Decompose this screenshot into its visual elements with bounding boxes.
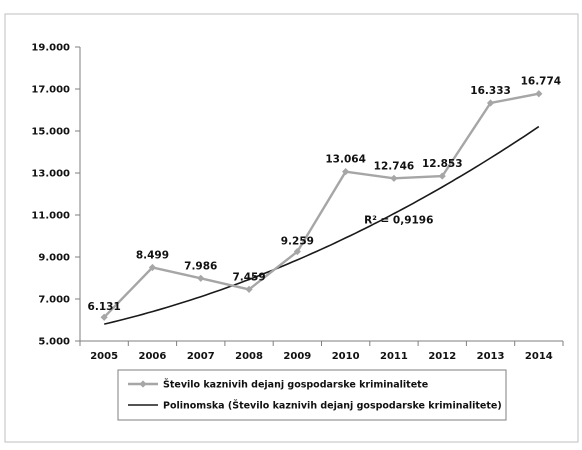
annotation-layer: R² = 0,9196 (364, 214, 433, 226)
x-tick-label: 2005 (90, 351, 118, 362)
y-tick-label: 19.000 (31, 43, 70, 54)
x-tick-label: 2010 (332, 351, 360, 362)
data-label: 7.986 (184, 260, 217, 272)
data-label: 12.746 (374, 160, 415, 172)
r-squared-annotation: R² = 0,9196 (364, 214, 433, 226)
data-point-marker (148, 263, 157, 272)
data-point-marker (486, 99, 495, 107)
data-point-marker (438, 172, 446, 180)
legend: Število kaznivih dejanj gospodarske krim… (117, 369, 507, 421)
x-tick-label: 2012 (428, 351, 456, 362)
x-tick-label: 2007 (187, 351, 215, 362)
data-label: 6.131 (88, 301, 121, 313)
data-label: 12.853 (422, 158, 463, 170)
data-point-marker (100, 313, 108, 321)
series-layer (100, 90, 543, 321)
y-tick-label: 7.000 (38, 295, 70, 306)
data-label: 16.774 (521, 76, 562, 88)
legend-trendline-label: Polinomska (Število kaznivih dejanj gosp… (163, 400, 502, 412)
data-label: 8.499 (136, 250, 169, 262)
data-point-marker (342, 168, 350, 176)
trendline-layer (104, 125, 540, 325)
legend-series-label: Število kaznivih dejanj gospodarske krim… (163, 379, 428, 391)
series-line (103, 92, 540, 319)
x-tick-label: 2014 (525, 351, 553, 362)
data-point-marker (390, 174, 398, 182)
y-tick-label: 13.000 (31, 169, 70, 180)
data-point-marker (535, 90, 543, 98)
y-tick-label: 15.000 (31, 127, 70, 138)
x-tick-label: 2006 (139, 351, 167, 362)
legend-box (117, 369, 507, 421)
y-tick-label: 17.000 (31, 85, 70, 96)
data-label: 16.333 (470, 85, 511, 97)
y-tick-label: 9.000 (38, 253, 70, 264)
y-tick-label: 11.000 (31, 211, 70, 222)
data-label: 13.064 (325, 154, 366, 166)
data-point-marker (245, 285, 253, 293)
trendline (104, 125, 540, 325)
data-label: 9.259 (281, 236, 314, 248)
data-labels: 6.131 8.499 7.986 7.459 9.259 13.064 12.746 12.… (88, 76, 562, 314)
x-tick-label: 2011 (380, 351, 408, 362)
data-point-marker (197, 274, 205, 282)
x-tick-label: 2009 (283, 351, 311, 362)
x-tick-label: 2013 (477, 351, 505, 362)
y-tick-label: 5.000 (38, 337, 70, 348)
axes: 5.000 7.000 9.000 11.000 13.000 15.000 17.000 1… (31, 43, 564, 362)
legend-series-marker-swatch (139, 380, 147, 388)
data-label: 7.459 (232, 271, 265, 283)
data-point-marker (293, 247, 301, 256)
x-tick-label: 2008 (235, 351, 263, 362)
